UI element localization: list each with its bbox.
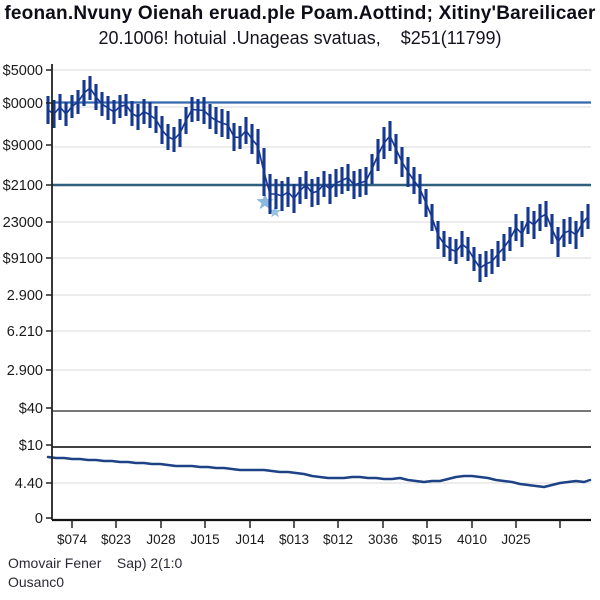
star-marker [268, 205, 282, 218]
star-marker [256, 193, 274, 210]
x-tick-label: $023 [101, 532, 131, 547]
x-tick-label: J028 [146, 532, 175, 547]
lower-indicator-line [46, 455, 592, 489]
x-tick-label: 3036 [368, 532, 398, 547]
x-tick-label: $074 [57, 532, 88, 547]
footer-attribution-line: Ousanc0 [8, 574, 65, 590]
chart-title: feonan.Nvuny Oienah eruad.ple Poam.Aotti… [4, 3, 596, 24]
y-tick-label: 2.900 [7, 363, 43, 379]
x-tick-label: J015 [190, 532, 219, 547]
y-tick-label: $0000 [3, 96, 43, 112]
x-tick-label: 4010 [457, 532, 487, 547]
y-tick-label: 2.900 [7, 288, 43, 304]
x-tick-label: $015 [412, 532, 442, 547]
y-tick-label: $9100 [3, 251, 43, 267]
y-tick-label: $40 [19, 401, 43, 417]
y-tick-label: $10 [19, 438, 43, 454]
y-tick-label: $5000 [3, 63, 43, 79]
y-tick-label: $2100 [3, 178, 43, 194]
y-tick-label: 0 [35, 511, 43, 527]
x-tick-label: J025 [501, 532, 530, 547]
x-tick-label: $013 [279, 532, 309, 547]
price-midline [47, 86, 589, 270]
x-tick-label: J014 [235, 532, 265, 547]
footer-source-line: Omovair Fener Sap) 2(1:0 [8, 555, 183, 571]
y-tick-label: 4.40 [15, 476, 43, 492]
chart-subtitle: 20.1006! hotuial .Unageas svatuas, $251(… [98, 28, 502, 48]
y-tick-label: 23000 [3, 215, 43, 231]
y-tick-label: 6.210 [7, 324, 43, 340]
x-tick-label: $012 [323, 532, 353, 547]
y-tick-label: $9000 [3, 138, 43, 154]
